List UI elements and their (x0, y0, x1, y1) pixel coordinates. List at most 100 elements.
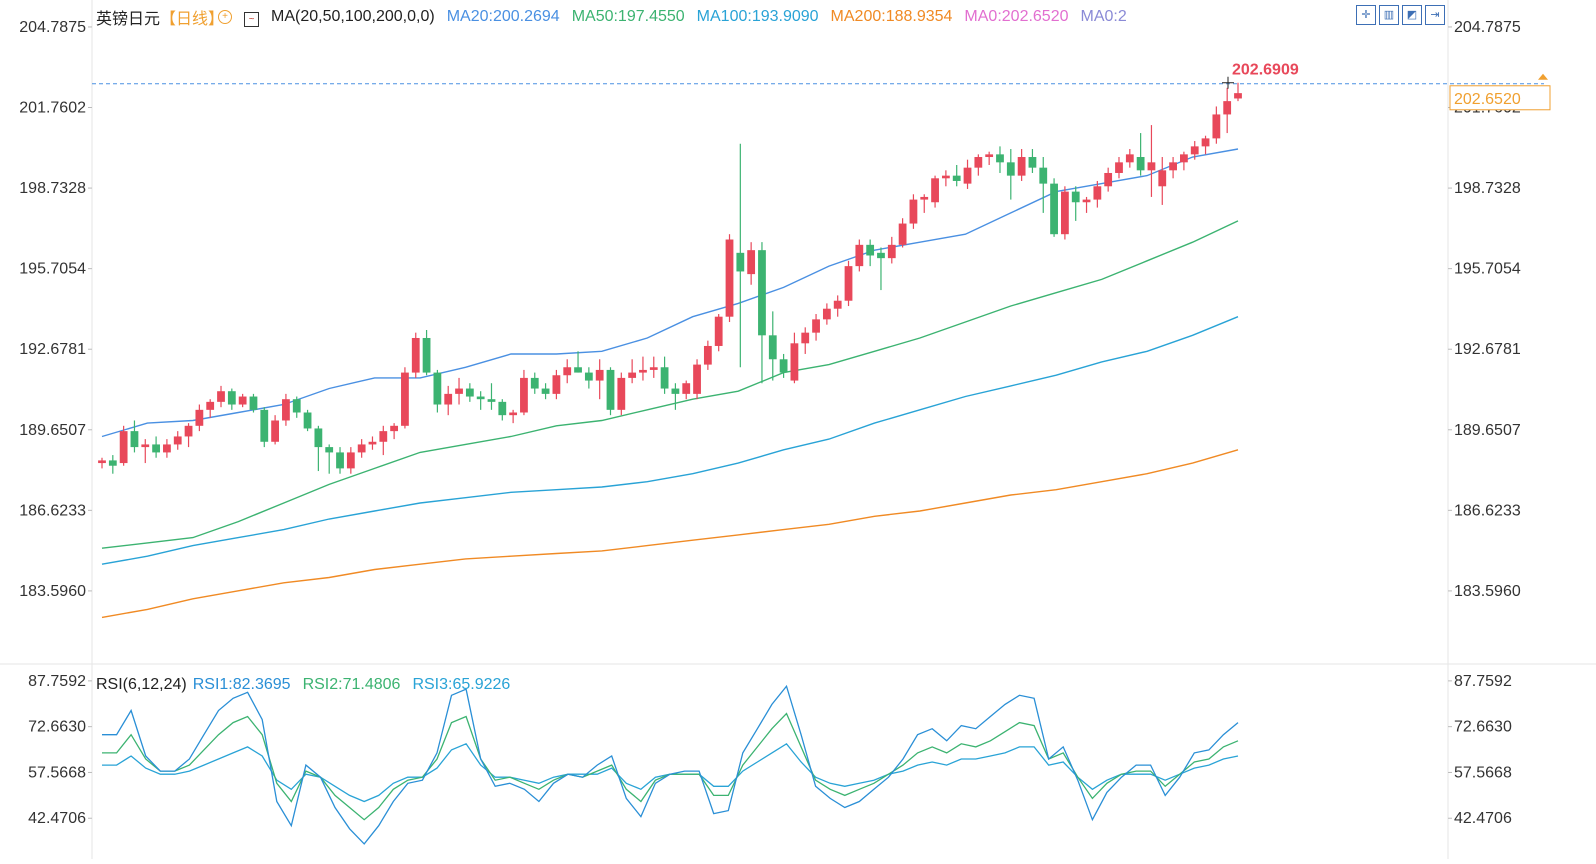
y-tick-label-left: 183.5960 (19, 583, 86, 600)
candle-body (498, 401, 507, 416)
candle-body (1039, 167, 1048, 184)
candle-body (617, 377, 626, 410)
ma0-readout-second: MA0:2 (1080, 8, 1127, 25)
candle-body (747, 250, 756, 275)
candle-body (1212, 114, 1221, 139)
candle-body (563, 367, 572, 376)
ma20-line (101, 148, 1239, 438)
ma20-readout: MA20:200.2694 (446, 8, 560, 25)
candle-body (163, 444, 171, 453)
rsi1-line (102, 684, 1239, 845)
candle-body (249, 396, 258, 410)
ma-legend: 英镑日元 【日线】 + ~ MA(20,50,100,200,0,0) MA20… (96, 6, 1139, 28)
candle-body (1104, 172, 1113, 187)
candle-body (98, 460, 106, 464)
y-tick-label-right: 183.5960 (1454, 583, 1521, 600)
candle-body (1180, 154, 1188, 163)
ma0-readout: MA0:202.6520 (964, 8, 1069, 25)
candle-body (141, 444, 150, 448)
rsi-tick-label-right: 57.5668 (1454, 764, 1512, 781)
candle-body (877, 252, 885, 259)
candle-body (887, 244, 896, 259)
ma100-readout: MA100:193.9090 (696, 8, 819, 25)
candle-body (941, 175, 950, 179)
candle-body (1234, 93, 1242, 99)
candle-body (303, 412, 312, 429)
candle-body (1082, 199, 1091, 203)
candle-body (606, 369, 615, 410)
candle-body (768, 335, 777, 360)
candle-body (758, 250, 766, 336)
candle-body (1158, 170, 1167, 187)
candle-body (1093, 186, 1102, 200)
candle-body (401, 372, 409, 426)
candle-body (714, 316, 723, 346)
candle-body (325, 447, 334, 453)
rsi-legend: RSI(6,12,24) RSI1:82.3695 RSI2:71.4806 R… (96, 674, 522, 696)
indicator-settings-icon[interactable]: ~ (244, 11, 260, 27)
candle-body (833, 300, 842, 309)
instrument-name: 英镑日元 (96, 11, 161, 28)
candle-body (130, 431, 139, 448)
candle-body (314, 428, 323, 448)
candle-body (206, 401, 215, 410)
candle-body (1223, 101, 1232, 115)
candle-body (736, 252, 745, 272)
rsi3-readout: RSI3:65.9226 (412, 676, 511, 693)
candle-body (422, 337, 431, 373)
y-tick-label-left: 198.7328 (19, 180, 86, 197)
candle-body (195, 409, 204, 426)
candle-body (336, 452, 344, 469)
forward-icon[interactable]: ⇥ (1425, 5, 1445, 25)
candle-body (779, 359, 788, 373)
period-label[interactable]: 【日线】 (160, 11, 225, 28)
candle-body (639, 369, 647, 373)
candle-body (595, 369, 604, 381)
last-price-box (1449, 85, 1551, 111)
candle-body (574, 367, 582, 373)
candle-body (368, 441, 377, 445)
candle-body (346, 452, 355, 469)
move-icon[interactable]: + (218, 10, 233, 24)
y-tick-label-right: 198.7328 (1454, 180, 1521, 197)
draw-icon[interactable]: ◩ (1402, 5, 1422, 25)
candle-body (292, 399, 301, 413)
y-tick-label-right: 186.6233 (1454, 502, 1521, 519)
last-price-label: 202.6520 (1454, 91, 1521, 108)
candle-body (703, 345, 712, 365)
ma200-readout: MA200:188.9354 (830, 8, 953, 25)
candle-body (271, 420, 279, 442)
candle-body (1006, 162, 1015, 176)
candle-body (455, 388, 463, 394)
candle-body (1136, 157, 1145, 171)
candle-body (693, 364, 701, 394)
rsi2-readout: RSI2:71.4806 (302, 676, 401, 693)
candle-body (996, 154, 1004, 163)
candle-body (866, 244, 875, 256)
y-tick-label-right: 192.6781 (1454, 341, 1521, 358)
bar-chart-icon[interactable]: ▥ (1379, 5, 1399, 25)
rsi3-line (102, 742, 1239, 803)
candle-body (282, 399, 290, 421)
candle-body (520, 377, 528, 413)
candle-body (184, 425, 193, 437)
rsi-tick-label-right: 42.4706 (1454, 810, 1512, 827)
ma100-line (101, 316, 1239, 565)
crosshair-icon[interactable]: ✛ (1356, 5, 1376, 25)
candle-body (844, 266, 853, 301)
rsi1-readout: RSI1:82.3695 (192, 676, 291, 693)
candle-body (985, 154, 994, 158)
candle-body (541, 388, 550, 394)
y-tick-label-left: 195.7054 (19, 261, 86, 278)
y-tick-label-left: 201.7602 (19, 100, 86, 117)
candle-body (801, 332, 810, 344)
candle-body (1028, 157, 1037, 168)
chart-toolbar: ✛ ▥ ◩ ⇥ (1356, 5, 1448, 25)
ma-params-label[interactable]: MA(20,50,100,200,0,0) (271, 8, 435, 25)
ma50-readout: MA50:197.4550 (571, 8, 685, 25)
y-tick-label-right: 204.7875 (1454, 19, 1521, 36)
candle-body (963, 167, 972, 184)
rsi-params-label[interactable]: RSI(6,12,24) (96, 676, 187, 693)
